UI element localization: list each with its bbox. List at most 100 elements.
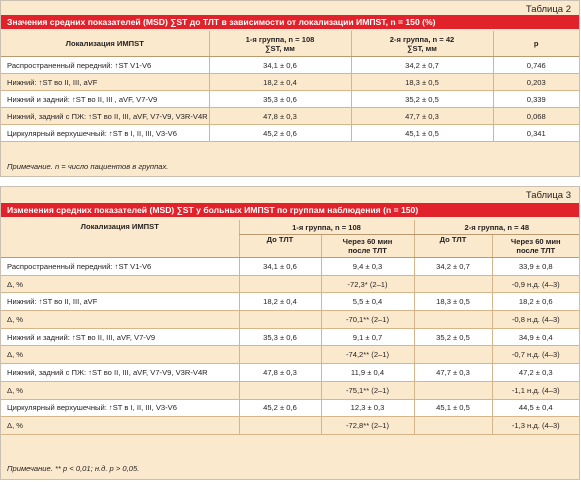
cell-g1-before	[238, 275, 321, 294]
header-location: Локализация ИМПST	[1, 220, 239, 258]
cell-location: Распространенный передний: ↑ST V1-V6	[1, 56, 209, 74]
table-row: Нижний, задний с ПЖ: ↑ST во II, III, aVF…	[1, 363, 580, 382]
header-after-line2: после ТЛТ	[348, 246, 387, 255]
table-row: Нижний, задний с ПЖ: ↑ST во II, III, aVF…	[1, 107, 579, 125]
table-subheader-row: До ТЛТ Через 60 мин после ТЛТ До ТЛТ Чер…	[1, 234, 580, 258]
cell-g2-after: -0,8 н.д. (4–3)	[491, 310, 580, 329]
table-row: Распространенный передний: ↑ST V1-V6 34,1…	[1, 257, 580, 276]
cell-g2-before	[413, 275, 493, 294]
cell-g2-before	[413, 310, 493, 329]
cell-g1-after: -72,8** (2–1)	[320, 416, 415, 435]
header-group-1-label: 1-я группа, n = 108	[245, 34, 315, 44]
cell-p: 0,746	[492, 56, 579, 74]
cell-group-2: 18,3 ± 0,5	[350, 73, 493, 91]
cell-g1-after: -70,1** (2–1)	[320, 310, 415, 329]
header-group-1-unit: ∑ST, мм	[265, 43, 295, 53]
table-2: Таблица 2 Значения средних показателей (…	[0, 0, 580, 177]
table-row: Нижний: ↑ST во II, III, aVF 18,2 ± 0,4 18,…	[1, 73, 579, 91]
header-group-1: 1-я группа, n = 108 ∑ST, мм	[208, 31, 351, 57]
cell-location: Δ, %	[1, 416, 239, 435]
cell-g1-before: 18,2 ± 0,4	[238, 292, 321, 312]
header-g2-after: Через 60 мин после ТЛТ	[491, 234, 580, 258]
header-g1-after: Через 60 мин после ТЛТ	[320, 234, 415, 258]
table-title: Значения средних показателей (MSD) ∑ST д…	[1, 15, 579, 29]
cell-g1-before: 35,3 ± 0,6	[238, 328, 321, 347]
cell-g1-after: 11,9 ± 0,4	[320, 363, 415, 382]
cell-location: Нижний, задний с ПЖ: ↑ST во II, III, aVF…	[1, 107, 209, 125]
table-grid: Локализация ИМПST 1-я группа, n = 108 2-…	[1, 220, 580, 435]
cell-location: Распространенный передний: ↑ST V1-V6	[1, 257, 239, 276]
cell-g2-before: 45,1 ± 0,5	[413, 399, 493, 418]
header-location: Локализация ИМПST	[1, 31, 209, 57]
cell-g2-after: 34,9 ± 0,4	[491, 328, 580, 347]
cell-location: Нижний: ↑ST во II, III, aVF	[1, 292, 239, 312]
cell-g1-before	[238, 345, 321, 365]
cell-group-1: 18,2 ± 0,4	[208, 73, 351, 91]
cell-g2-before: 18,3 ± 0,5	[413, 292, 493, 312]
table-note: Примечание. ** р < 0,01; н.д. р > 0,05.	[7, 464, 140, 473]
table-row: Нижний и задний: ↑ST во II, III , aVF, V…	[1, 90, 579, 108]
cell-g1-before: 34,1 ± 0,6	[238, 257, 321, 276]
cell-group-1: 34,1 ± 0,6	[208, 56, 351, 74]
cell-location: Циркулярный верхушечный: ↑ST в I, II, II…	[1, 399, 239, 418]
table-number: Таблица 3	[525, 190, 571, 201]
cell-group-2: 47,7 ± 0,3	[350, 107, 493, 125]
table-row: Циркулярный верхушечный: ↑ST в I, II, II…	[1, 124, 579, 142]
header-after-line2: после ТЛТ	[516, 246, 556, 255]
cell-location: Нижний и задний: ↑ST во II, III, aVF, V7…	[1, 328, 239, 347]
header-group-1: 1-я группа, n = 108	[238, 220, 415, 235]
cell-g2-before: 35,2 ± 0,5	[413, 328, 493, 347]
cell-group-2: 34,2 ± 0,7	[350, 56, 493, 74]
cell-g2-before	[413, 416, 493, 435]
cell-p: 0,068	[492, 107, 579, 125]
table-header-row: Локализация ИМПST 1-я группа, n = 108 2-…	[1, 220, 580, 258]
table-row: Распространенный передний: ↑ST V1-V6 34,1…	[1, 56, 579, 74]
cell-location: Нижний и задний: ↑ST во II, III , aVF, V…	[1, 90, 209, 108]
cell-g2-after: -1,1 н.д. (4–3)	[491, 381, 580, 400]
header-group-2-label: 2-я группа, n = 42	[389, 34, 455, 44]
cell-g2-after: -1,3 н.д. (4–3)	[491, 416, 580, 435]
cell-g1-before	[238, 416, 321, 435]
table-row: Δ, % -75,1** (2–1) -1,1 н.д. (4–3)	[1, 381, 580, 400]
cell-g1-before: 47,8 ± 0,3	[238, 363, 321, 382]
cell-g2-after: 47,2 ± 0,3	[491, 363, 580, 382]
cell-location: Δ, %	[1, 275, 239, 294]
cell-g1-after: -75,1** (2–1)	[320, 381, 415, 400]
cell-group-1: 45,2 ± 0,6	[208, 124, 351, 142]
cell-g2-before	[413, 345, 493, 365]
cell-group-1: 35,3 ± 0,6	[208, 90, 351, 108]
cell-g1-before	[238, 310, 321, 329]
table-3: Таблица 3 Изменения средних показателей …	[0, 186, 580, 480]
header-group-2-unit: ∑ST, мм	[407, 43, 437, 53]
cell-group-2: 45,1 ± 0,5	[350, 124, 493, 142]
cell-g1-after: -74,2** (2–1)	[320, 345, 415, 365]
table-row: Нижний: ↑ST во II, III, aVF 18,2 ± 0,4 5,5…	[1, 292, 580, 312]
cell-p: 0,339	[492, 90, 579, 108]
table-row: Δ, % -72,8** (2–1) -1,3 н.д. (4–3)	[1, 416, 580, 435]
header-group-2: 2-я группа, n = 48	[413, 220, 580, 235]
table-row: Циркулярный верхушечный: ↑ST в I, II, II…	[1, 399, 580, 418]
cell-group-2: 35,2 ± 0,5	[350, 90, 493, 108]
cell-location: Нижний: ↑ST во II, III, aVF	[1, 73, 209, 91]
cell-g1-before	[238, 381, 321, 400]
cell-location: Δ, %	[1, 310, 239, 329]
cell-location: Δ, %	[1, 381, 239, 400]
cell-location: Циркулярный верхушечный: ↑ST в I, II, II…	[1, 124, 209, 142]
cell-g1-after: 9,1 ± 0,7	[320, 328, 415, 347]
header-g2-before: До ТЛТ	[413, 234, 493, 258]
cell-group-1: 47,8 ± 0,3	[208, 107, 351, 125]
cell-g1-before: 45,2 ± 0,6	[238, 399, 321, 418]
cell-location: Δ, %	[1, 345, 239, 365]
header-group-2: 2-я группа, n = 42 ∑ST, мм	[350, 31, 493, 57]
table-row: Δ, % -70,1** (2–1) -0,8 н.д. (4–3)	[1, 310, 580, 329]
cell-g1-after: 12,3 ± 0,3	[320, 399, 415, 418]
cell-g2-after: 44,5 ± 0,4	[491, 399, 580, 418]
cell-g2-before: 34,2 ± 0,7	[413, 257, 493, 276]
table-grid: Локализация ИМПST 1-я группа, n = 108 ∑S…	[1, 31, 579, 142]
cell-g2-before: 47,7 ± 0,3	[413, 363, 493, 382]
cell-g1-after: -72,3* (2–1)	[320, 275, 415, 294]
cell-g1-after: 5,5 ± 0,4	[320, 292, 415, 312]
table-row: Δ, % -72,3* (2–1) -0,9 н.д. (4–3)	[1, 275, 580, 294]
table-header-row: Локализация ИМПST 1-я группа, n = 108 ∑S…	[1, 31, 579, 57]
header-after-line1: Через 60 мин	[342, 237, 393, 246]
